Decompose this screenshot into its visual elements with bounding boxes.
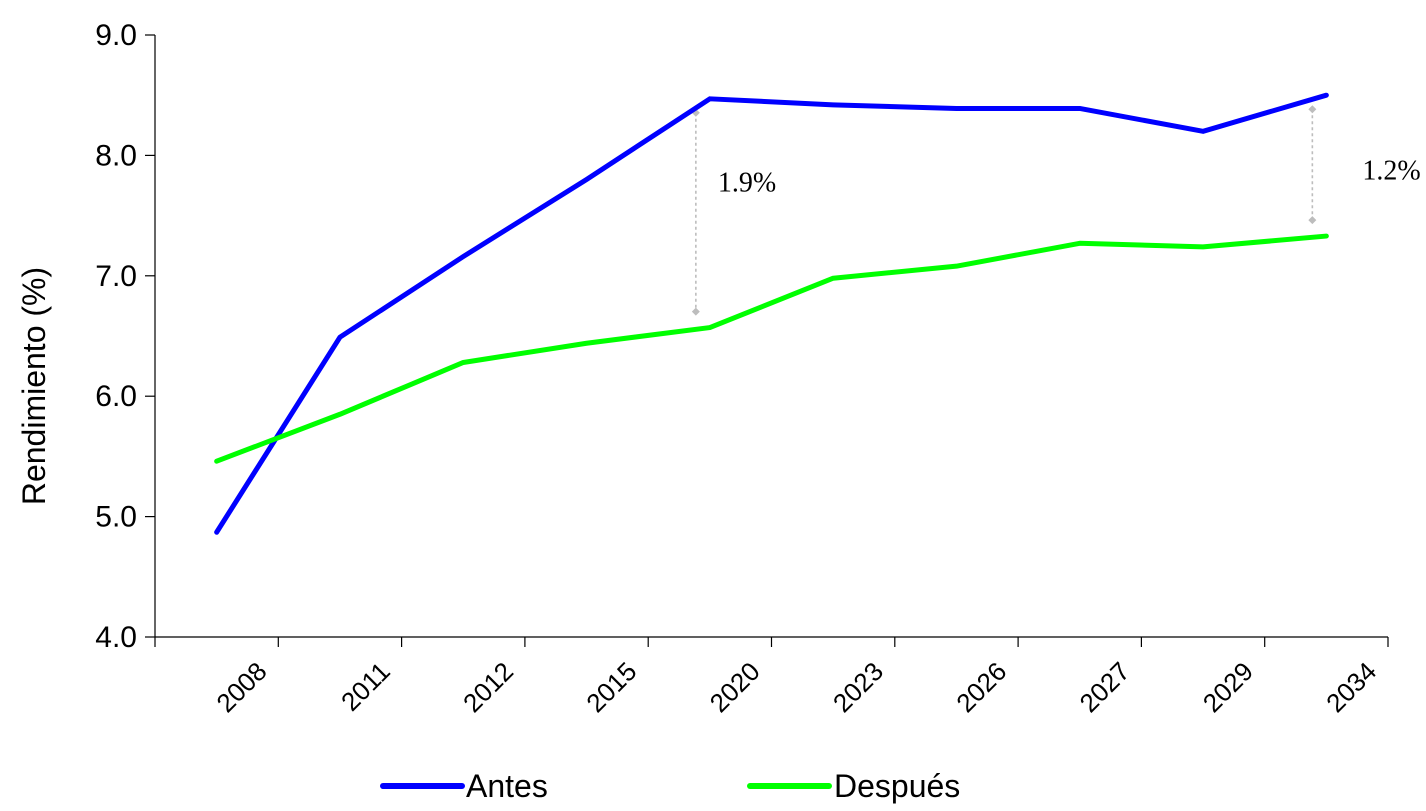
x-tick-label: 2029: [1197, 656, 1259, 718]
x-tick-label: 2020: [704, 656, 766, 718]
annotation-label-2020: 1.9%: [718, 167, 776, 198]
annotation-label-2034: 1.2%: [1362, 155, 1420, 186]
x-tick-label: 2034: [1320, 656, 1382, 718]
x-tick-label: 2011: [335, 656, 396, 717]
gap-marker-2034-1: [1308, 216, 1317, 225]
gap-marker-2034-0: [1308, 105, 1317, 114]
gap-marker-2020-1: [691, 307, 700, 316]
y-tick-label: 4.0: [95, 621, 137, 654]
annotations: 1.9% 1.2%: [691, 105, 1421, 316]
y-tick-label: 5.0: [95, 501, 137, 534]
y-tick-label: 9.0: [95, 19, 137, 52]
y-tick-label: 7.0: [95, 260, 137, 293]
x-tick-label: 2026: [950, 656, 1012, 718]
x-tick-label: 2012: [457, 656, 519, 718]
x-tick-label: 2015: [580, 656, 642, 718]
x-tick-label: 2023: [827, 656, 889, 718]
x-tick-label: 2008: [210, 656, 272, 718]
y-axis-title: Rendimiento (%): [16, 267, 52, 505]
legend: Antes Después: [380, 768, 960, 804]
legend-label-antes: Antes: [466, 768, 548, 804]
series-lines: [214, 92, 1329, 535]
axes: 4.0 5.0 6.0 7.0 8.0 9.0 2008 2011 2012 2015 2020 20…: [16, 19, 1389, 718]
legend-label-despues: Después: [834, 768, 960, 804]
y-tick-label: 8.0: [95, 139, 137, 172]
series-line-antes: [214, 92, 1329, 535]
x-tick-label: 2027: [1074, 656, 1136, 718]
y-tick-label: 6.0: [95, 380, 137, 413]
series-line-despues: [214, 233, 1329, 464]
